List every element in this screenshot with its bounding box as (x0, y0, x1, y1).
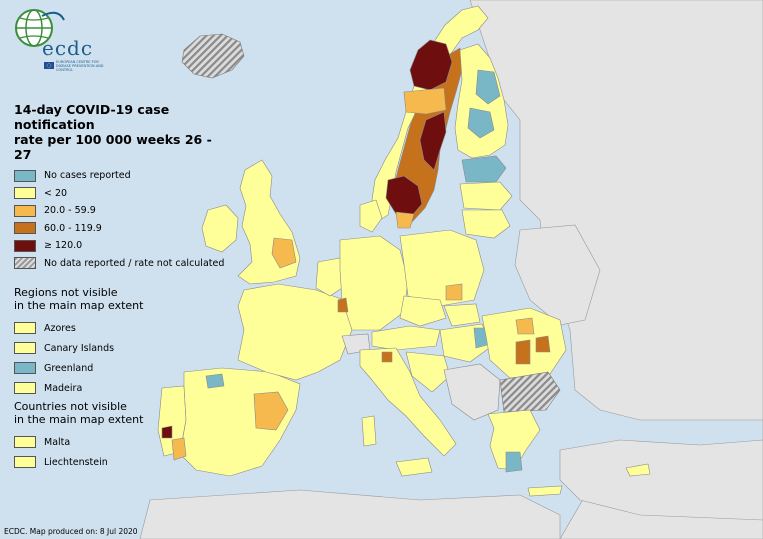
region-label: Azores (44, 322, 76, 334)
legend-item: No data reported / rate not calculated (14, 255, 224, 273)
romania-orange-3 (535, 335, 551, 353)
non-eu-land-belarus-ukraine (514, 224, 601, 326)
region-item: Azores (14, 318, 224, 338)
region-label: Canary Islands (44, 342, 115, 354)
regions-title: Regions not visible in the main map exte… (14, 286, 224, 312)
country-swatch (14, 456, 36, 468)
logo-subtitle: EUROPEAN CENTRE FOR DISEASE PREVENTION A… (56, 60, 104, 72)
region-label: Greenland (44, 362, 94, 374)
legend-item: No cases reported (14, 167, 224, 185)
austria (371, 325, 441, 351)
italy-orange (381, 351, 393, 363)
region-swatch (14, 322, 36, 334)
legend-swatch (14, 257, 36, 270)
region-label: Madeira (44, 382, 83, 394)
non-eu-land-east (469, 0, 763, 539)
regions-title-line1: Regions not visible (14, 286, 118, 299)
non-eu-land-africa (139, 489, 561, 539)
germany (339, 235, 409, 331)
legend-item: 20.0 - 59.9 (14, 202, 224, 220)
legend-list: No cases reported < 20 20.0 - 59.9 60.0 … (14, 167, 224, 272)
country-swatch (14, 436, 36, 448)
slovenia-croatia (405, 351, 451, 393)
slovakia (443, 303, 481, 327)
romania-orange-1 (515, 317, 535, 335)
lithuania (461, 209, 511, 239)
poland (399, 229, 485, 307)
legend-item: < 20 (14, 185, 224, 203)
france (237, 283, 353, 381)
legend-title-line1: 14-day COVID-19 case notification (14, 102, 170, 132)
region-swatch (14, 382, 36, 394)
legend-label: No cases reported (44, 170, 131, 182)
italy (359, 347, 457, 457)
legend-swatch (14, 239, 36, 252)
region-swatch (14, 362, 36, 374)
poland-south-orange (445, 283, 463, 301)
latvia (459, 181, 513, 211)
legend-label: ≥ 120.0 (44, 240, 83, 252)
sweden-south-dark (385, 175, 423, 219)
eu-flag-icon (44, 62, 54, 69)
countries-title-line1: Countries not visible (14, 400, 127, 413)
sardinia (361, 415, 377, 447)
regions-title-line2: in the main map extent (14, 299, 144, 312)
cyprus (625, 463, 651, 477)
greece-blue (505, 451, 523, 473)
spain-aragon-orange (253, 391, 289, 431)
globe-icon (15, 9, 65, 47)
finland (454, 43, 509, 159)
legend-item: ≥ 120.0 (14, 237, 224, 255)
denmark (359, 199, 383, 233)
region-item: Canary Islands (14, 338, 224, 358)
region-swatch (14, 342, 36, 354)
legend-label: 60.0 - 119.9 (44, 222, 102, 234)
finland-south-blue (467, 107, 495, 139)
iceland (181, 33, 245, 79)
country-label: Liechtenstein (44, 456, 108, 468)
country-item: Malta (14, 432, 224, 452)
country-item: Liechtenstein (14, 452, 224, 472)
sweden-central-orange (403, 87, 447, 115)
countries-title-line2: in the main map extent (14, 413, 144, 426)
logo-text: ecdc (42, 36, 94, 60)
legend-title-line2: rate per 100 000 weeks 26 - 27 (14, 132, 212, 162)
legend-swatch (14, 187, 36, 200)
footer-credit: ECDC. Map produced on: 8 Jul 2020 (4, 527, 138, 536)
legend-item: 60.0 - 119.9 (14, 220, 224, 238)
legend-swatch (14, 169, 36, 182)
finland-north-blue (475, 69, 501, 105)
bulgaria (499, 371, 561, 413)
legend-swatch (14, 204, 36, 217)
country-label: Malta (44, 436, 71, 448)
sweden-south-orange (395, 211, 415, 229)
great-britain-orange (271, 237, 297, 269)
ireland (201, 204, 239, 253)
sweden-north (409, 39, 453, 91)
sweden-east-dark (419, 111, 447, 171)
countries-title: Countries not visible in the main map ex… (14, 400, 224, 426)
countries-list: Malta Liechtenstein (14, 432, 224, 472)
estonia (461, 155, 507, 183)
legend-swatch (14, 222, 36, 235)
ecdc-logo: ecdc EUROPEAN CENTRE FOR DISEASE PREVENT… (12, 6, 103, 72)
spain-north-blue (205, 373, 225, 389)
non-eu-land-turkey (559, 439, 763, 521)
map-legend: 14-day COVID-19 case notification rate p… (14, 102, 224, 472)
germany-orange (337, 297, 349, 313)
romania-orange-2 (515, 339, 531, 365)
czechia (399, 295, 447, 327)
western-balkans (443, 363, 501, 421)
legend-label: 20.0 - 59.9 (44, 205, 96, 217)
spain-andalusia-orange (171, 437, 187, 461)
legend-label: No data reported / rate not calculated (44, 257, 225, 269)
regions-list: Azores Canary Islands Greenland Madeira (14, 318, 224, 398)
sicily (395, 457, 433, 477)
portugal-lisbon (161, 425, 173, 439)
region-item: Madeira (14, 378, 224, 398)
region-item: Greenland (14, 358, 224, 378)
crete (527, 485, 563, 497)
legend-label: < 20 (44, 187, 68, 199)
